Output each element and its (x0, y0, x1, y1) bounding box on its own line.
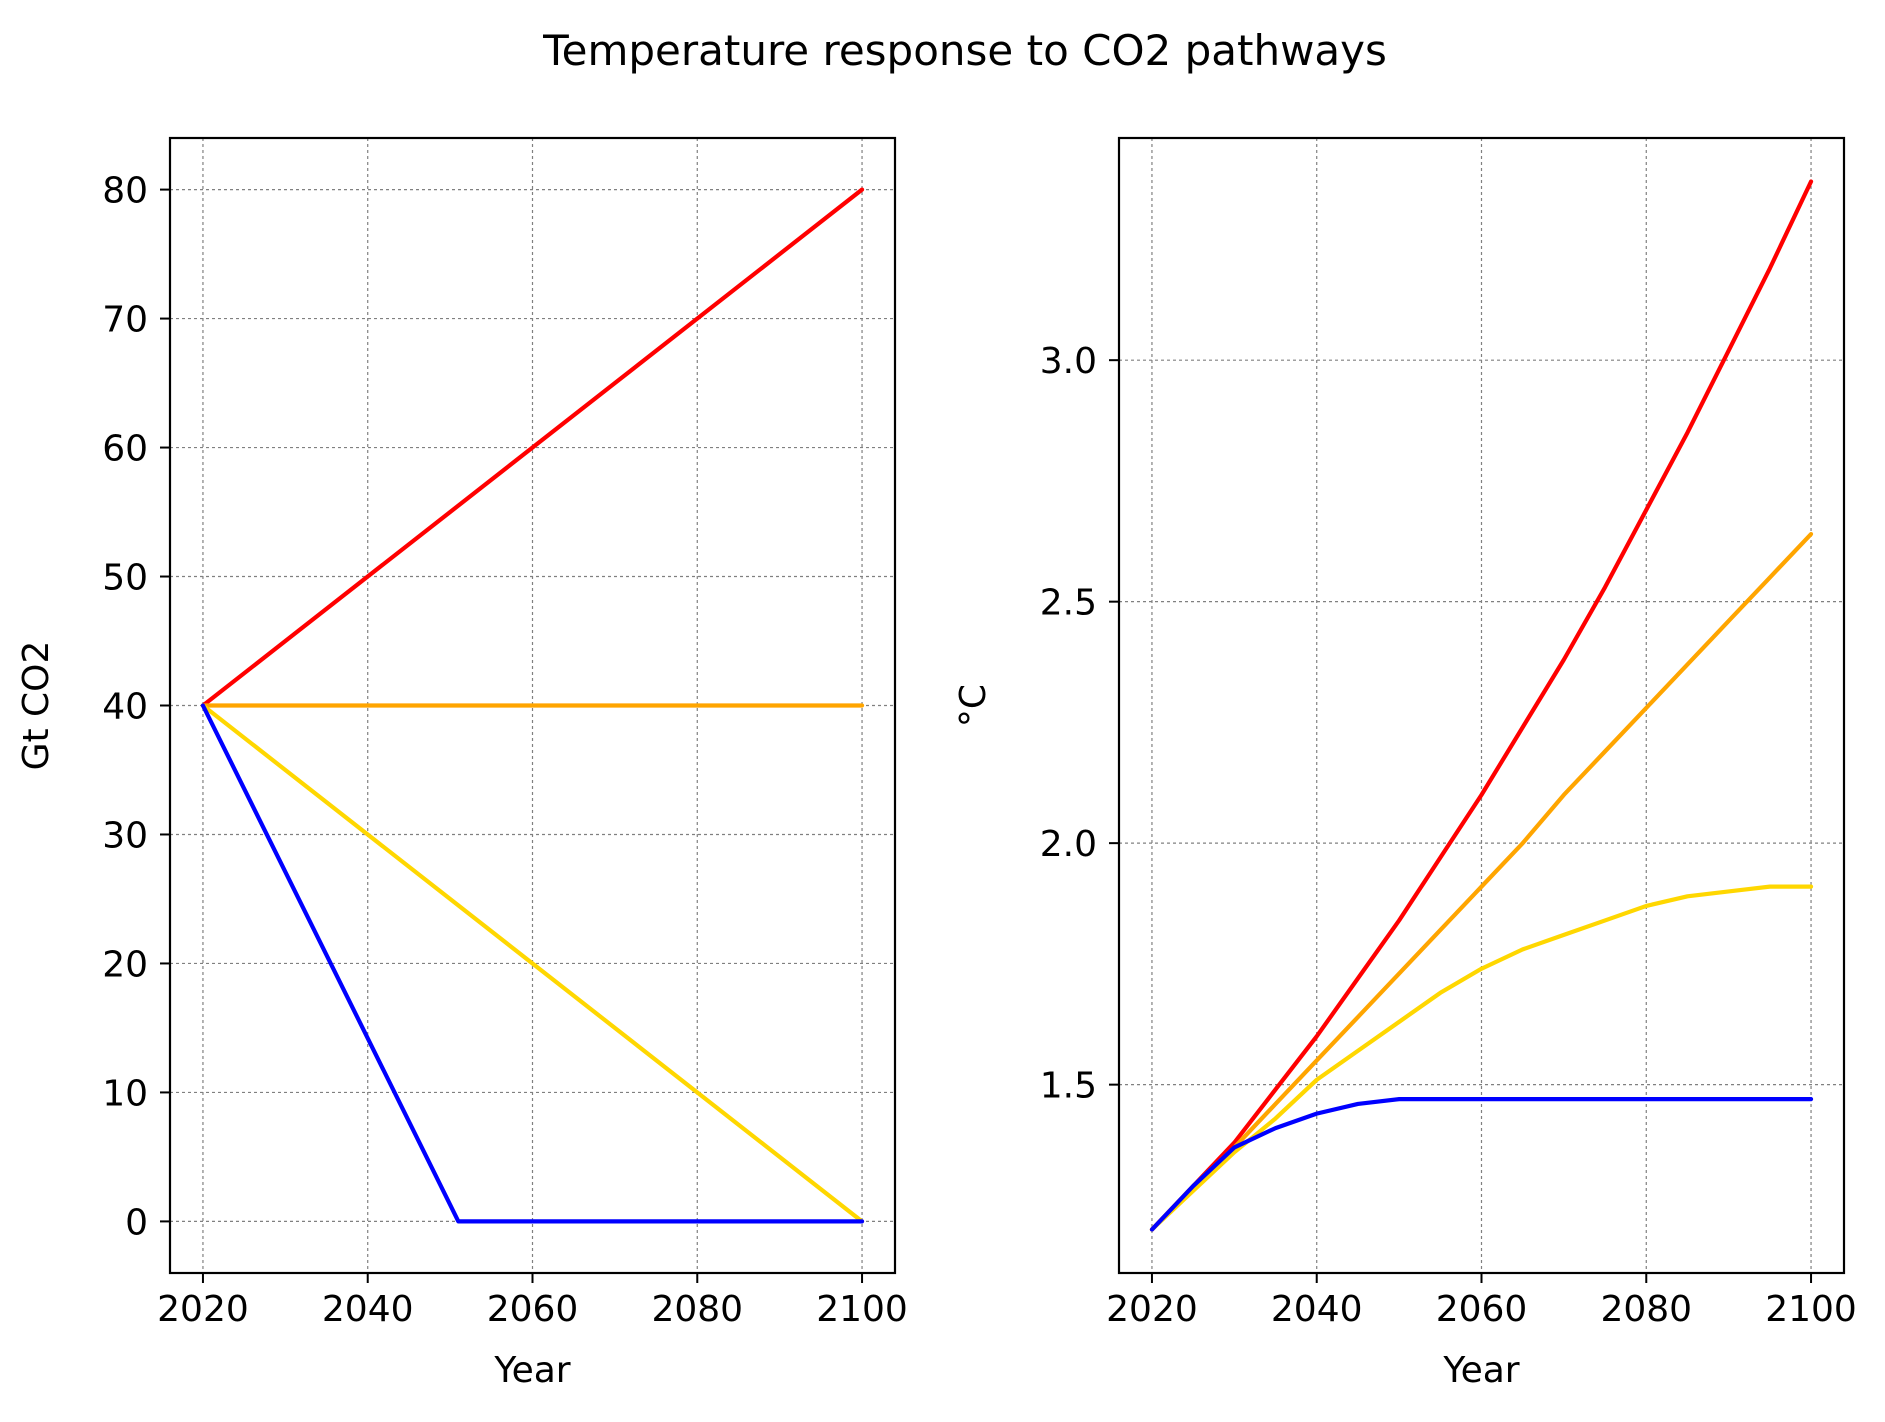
y-axis-label: Gt CO2 (16, 641, 57, 771)
x-tick-label: 2020 (157, 1289, 249, 1330)
y-tick-label: 2.0 (1040, 824, 1097, 865)
figure-title: Temperature response to CO2 pathways (542, 26, 1387, 75)
series-line-3 (200, 703, 865, 1224)
x-axis-label: Year (493, 1350, 570, 1391)
y-axis-label: °C (953, 684, 994, 727)
temperature-panel: 2020 2040 2060 2080 2100 1.5 2.0 2.5 3.0 Year °C (953, 136, 1857, 1391)
y-tick-label: 20 (102, 944, 148, 985)
series-line-0 (1149, 179, 1814, 1232)
emissions-panel: 2020 2040 2060 2080 2100 0 10 20 30 40 50 60 70 80 Yea… (16, 136, 908, 1391)
x-tick-label: 2080 (1600, 1289, 1692, 1330)
x-tick-label: 2040 (322, 1289, 414, 1330)
x-tick-label: 2060 (1436, 1289, 1528, 1330)
y-tick-label: 1.5 (1040, 1066, 1097, 1107)
y-tick-label: 80 (102, 171, 148, 212)
x-tick-label: 2100 (816, 1289, 908, 1330)
y-tick-label: 10 (102, 1073, 148, 1114)
y-tick-label: 60 (102, 429, 148, 470)
series-line-0 (200, 187, 865, 708)
series-line-2 (1149, 884, 1814, 1232)
y-tick-label: 50 (102, 558, 148, 599)
y-tick-label: 3.0 (1040, 341, 1097, 382)
x-tick-label: 2040 (1271, 1289, 1363, 1330)
y-tick-label: 70 (102, 300, 148, 341)
x-tick-label: 2080 (651, 1289, 743, 1330)
series-line-1 (1149, 531, 1814, 1232)
x-tick-label: 2060 (487, 1289, 579, 1330)
series-line-2 (200, 703, 865, 1224)
series-line-3 (1149, 1097, 1814, 1232)
y-tick-label: 2.5 (1040, 583, 1097, 624)
x-axis-label: Year (1442, 1350, 1519, 1391)
x-tick-label: 2020 (1106, 1289, 1198, 1330)
y-tick-label: 0 (125, 1202, 148, 1243)
y-tick-label: 40 (102, 687, 148, 728)
y-tick-label: 30 (102, 815, 148, 856)
x-tick-label: 2100 (1765, 1289, 1857, 1330)
